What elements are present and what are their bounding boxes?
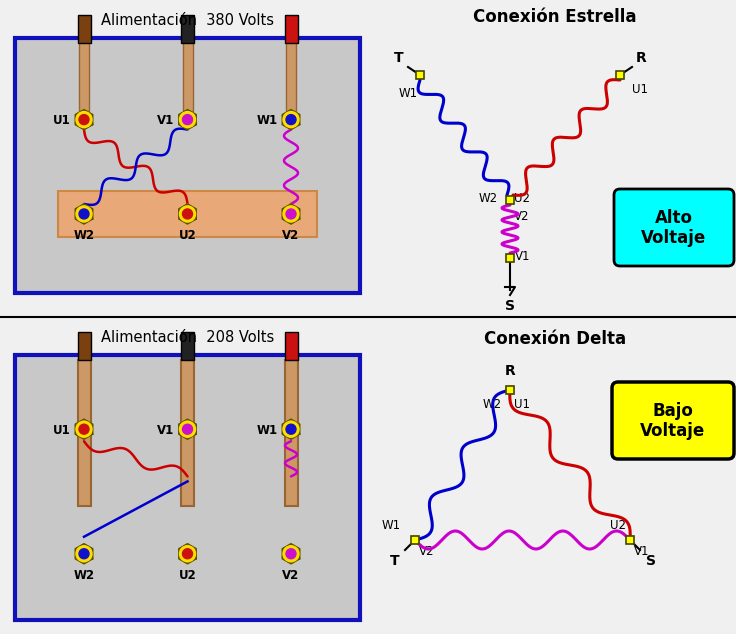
Circle shape <box>180 421 196 437</box>
Bar <box>285 332 297 360</box>
Circle shape <box>283 112 299 127</box>
Text: W1: W1 <box>382 519 401 532</box>
Circle shape <box>180 112 196 127</box>
FancyBboxPatch shape <box>614 189 734 266</box>
Circle shape <box>183 209 193 219</box>
FancyBboxPatch shape <box>612 382 734 459</box>
Polygon shape <box>75 419 93 439</box>
Bar <box>285 15 297 43</box>
Text: W2: W2 <box>74 229 94 242</box>
Polygon shape <box>179 544 197 564</box>
Text: Alimentación  380 Volts: Alimentación 380 Volts <box>101 13 274 28</box>
Text: U1: U1 <box>514 398 530 411</box>
Bar <box>285 360 297 506</box>
Text: V2: V2 <box>283 229 300 242</box>
Circle shape <box>79 549 89 559</box>
Text: V1: V1 <box>515 250 531 262</box>
Circle shape <box>283 421 299 437</box>
Text: U2: U2 <box>610 519 626 532</box>
Circle shape <box>286 424 296 434</box>
Circle shape <box>286 115 296 125</box>
Text: U1: U1 <box>632 83 648 96</box>
Bar <box>58 191 317 237</box>
Polygon shape <box>179 204 197 224</box>
Polygon shape <box>283 204 300 224</box>
Circle shape <box>79 209 89 219</box>
Text: V1: V1 <box>158 424 174 437</box>
Bar <box>183 40 193 112</box>
Bar <box>411 536 419 544</box>
Circle shape <box>283 546 299 562</box>
Circle shape <box>286 549 296 559</box>
Bar <box>286 40 296 112</box>
Text: W2: W2 <box>483 398 502 411</box>
Bar <box>626 536 634 544</box>
Bar <box>77 360 91 506</box>
Bar <box>79 40 89 112</box>
Bar <box>15 38 360 293</box>
Bar <box>77 15 91 43</box>
Bar <box>506 254 514 262</box>
Text: W2: W2 <box>479 191 498 205</box>
Polygon shape <box>283 110 300 129</box>
Text: R: R <box>505 364 515 378</box>
Text: U2: U2 <box>514 191 530 205</box>
Text: U2: U2 <box>179 229 197 242</box>
Text: Conexión Estrella: Conexión Estrella <box>473 8 637 26</box>
Text: W1: W1 <box>257 114 278 127</box>
Text: W2: W2 <box>74 569 94 582</box>
Text: Alto
Voltaje: Alto Voltaje <box>641 209 707 247</box>
Text: Alimentación  208 Volts: Alimentación 208 Volts <box>101 330 274 345</box>
Text: Bajo
Voltaje: Bajo Voltaje <box>640 401 706 441</box>
Text: S: S <box>505 299 515 313</box>
Circle shape <box>183 115 193 125</box>
Circle shape <box>180 546 196 562</box>
Polygon shape <box>283 419 300 439</box>
Polygon shape <box>179 110 197 129</box>
Bar <box>416 71 424 79</box>
Circle shape <box>180 206 196 222</box>
Polygon shape <box>283 544 300 564</box>
Bar <box>506 196 514 204</box>
Text: S: S <box>646 554 656 568</box>
Circle shape <box>79 424 89 434</box>
Circle shape <box>286 209 296 219</box>
Polygon shape <box>75 544 93 564</box>
Text: V1: V1 <box>158 114 174 127</box>
Polygon shape <box>75 204 93 224</box>
Text: V1: V1 <box>634 545 649 558</box>
Text: T: T <box>394 51 404 65</box>
Bar <box>616 71 624 79</box>
Circle shape <box>76 206 92 222</box>
Circle shape <box>79 115 89 125</box>
Polygon shape <box>179 419 197 439</box>
Bar <box>15 355 360 620</box>
Text: V2: V2 <box>514 210 529 223</box>
Circle shape <box>76 112 92 127</box>
Bar <box>181 15 194 43</box>
Circle shape <box>76 546 92 562</box>
Bar <box>77 332 91 360</box>
Text: U1: U1 <box>53 114 71 127</box>
Text: U2: U2 <box>179 569 197 582</box>
Circle shape <box>183 424 193 434</box>
Text: W1: W1 <box>398 87 417 100</box>
Text: Conexión Delta: Conexión Delta <box>484 330 626 348</box>
Text: W1: W1 <box>257 424 278 437</box>
Text: T: T <box>389 554 399 568</box>
Text: V2: V2 <box>283 569 300 582</box>
Text: V2: V2 <box>419 545 434 558</box>
Circle shape <box>183 549 193 559</box>
Text: R: R <box>636 51 647 65</box>
Bar <box>506 386 514 394</box>
Circle shape <box>76 421 92 437</box>
Text: U1: U1 <box>53 424 71 437</box>
Circle shape <box>283 206 299 222</box>
Polygon shape <box>75 110 93 129</box>
Bar <box>181 360 194 506</box>
Bar <box>181 332 194 360</box>
